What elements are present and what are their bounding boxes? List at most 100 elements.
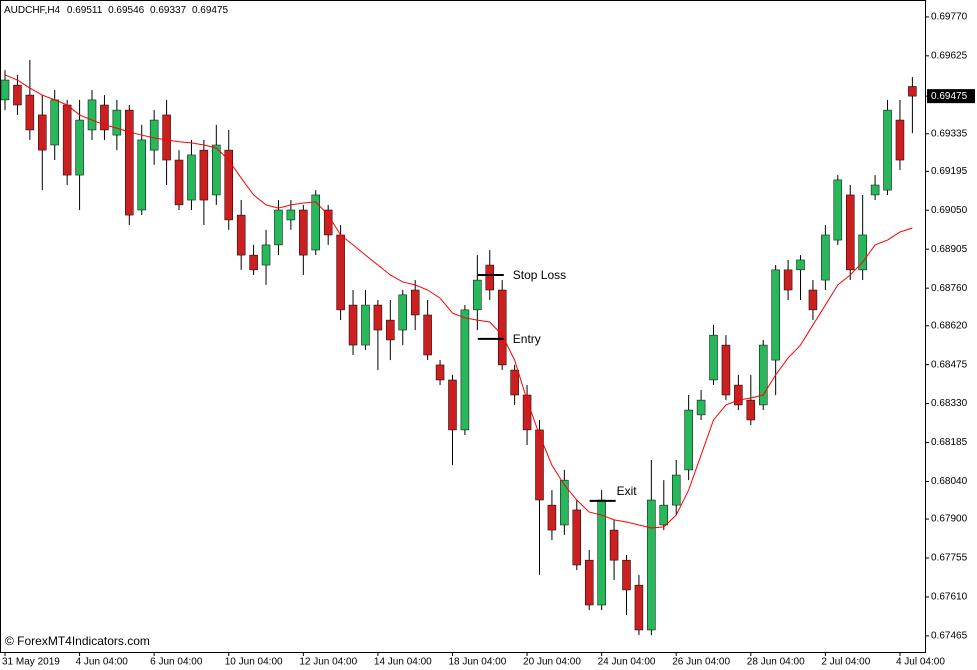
y-tick-label: 0.67610: [931, 592, 968, 603]
candle-body: [410, 289, 420, 316]
candle-body: [224, 149, 233, 221]
candle-body: [634, 584, 644, 631]
candle-body: [696, 399, 706, 416]
symbol: AUDCHF,H4: [4, 5, 61, 16]
y-tick-label: 0.68330: [931, 398, 968, 409]
candle-body: [771, 269, 780, 361]
candle-body: [510, 369, 519, 396]
candle-body: [311, 194, 320, 251]
candle-body: [323, 209, 333, 236]
x-tick-label: 12 Jun 04:00: [299, 657, 357, 668]
y-tick-label: 0.69475: [931, 91, 968, 102]
candle-body: [647, 499, 656, 631]
y-tick-label: 0.67900: [931, 514, 968, 525]
candle-body: [547, 504, 557, 531]
candle-body: [609, 529, 619, 561]
y-tick-label: 0.68475: [931, 359, 968, 370]
candle-body: [572, 509, 582, 566]
candle-body: [87, 99, 97, 131]
candle-body: [261, 244, 271, 266]
candle-body: [845, 194, 855, 271]
x-tick-label: 31 May 2019: [2, 657, 60, 668]
annotation-label: Stop Loss: [513, 268, 566, 282]
candle-body: [249, 254, 258, 271]
x-tick-label: 14 Jun 04:00: [374, 657, 432, 668]
x-tick-label: 10 Jun 04:00: [225, 657, 283, 668]
x-tick-label: 2 Jul 04:00: [821, 657, 870, 668]
candle-body: [162, 114, 171, 161]
candle-body: [174, 159, 184, 206]
candle-body: [348, 304, 358, 346]
candle-body: [535, 429, 544, 501]
candle-body: [883, 109, 892, 191]
candle-body: [671, 474, 681, 506]
y-tick-label: 0.68620: [931, 320, 968, 331]
y-tick-label: 0.67465: [931, 631, 968, 642]
candle-body: [473, 279, 482, 311]
candle-body: [149, 119, 159, 151]
x-tick-label: 24 Jun 04:00: [598, 657, 656, 668]
candle-body: [796, 259, 805, 271]
y-tick-label: 0.68905: [931, 244, 968, 255]
candle-body: [584, 559, 594, 606]
candle-body: [62, 104, 72, 176]
candle-body: [100, 104, 109, 131]
candle-body: [361, 304, 370, 346]
candle-body: [721, 344, 731, 396]
y-tick-label: 0.69625: [931, 50, 968, 61]
candle-body: [709, 334, 718, 381]
candle-body: [460, 309, 470, 431]
y-tick-label: 0.69050: [931, 205, 968, 216]
candle-body: [112, 109, 122, 136]
candle-body: [13, 84, 22, 106]
x-tick-label: 18 Jun 04:00: [448, 657, 506, 668]
candle-body: [137, 139, 146, 211]
y-tick-label: 0.69770: [931, 12, 968, 23]
candle-body: [398, 294, 408, 331]
candle-body: [386, 319, 395, 341]
candle-body: [821, 234, 830, 281]
candle-body: [659, 504, 669, 526]
y-tick-label: 0.69195: [931, 166, 968, 177]
candle-body: [808, 289, 818, 311]
candle-body: [187, 154, 196, 201]
candle-body: [622, 559, 631, 591]
candle-body: [734, 384, 743, 406]
x-tick-label: 4 Jun 04:00: [76, 657, 129, 668]
x-tick-label: 26 Jun 04:00: [672, 657, 730, 668]
candle-body: [423, 314, 432, 356]
y-tick-label: 0.69335: [931, 128, 968, 139]
candle-body: [212, 144, 221, 196]
y-tick-label: 0.68760: [931, 283, 968, 294]
x-tick-label: 28 Jun 04:00: [747, 657, 805, 668]
candle-body: [274, 209, 283, 246]
candle-body: [870, 184, 880, 196]
header-open: 0.69511: [67, 5, 103, 16]
watermark: © ForexMT4Indicators.com: [5, 634, 150, 648]
candle-body: [858, 234, 867, 271]
candle-body: [908, 86, 917, 97]
x-tick-label: 20 Jun 04:00: [523, 657, 581, 668]
y-tick-label: 0.68040: [931, 476, 968, 487]
candle-body: [684, 409, 693, 471]
candle-body: [895, 119, 905, 161]
candle-body: [758, 344, 768, 406]
last-price-box: [927, 89, 975, 104]
candle-body: [299, 209, 308, 256]
candle-body: [435, 364, 445, 381]
candle-body: [125, 109, 134, 216]
candle-body: [75, 119, 84, 176]
header-high: 0.69546: [108, 5, 145, 16]
annotation-label: Exit: [617, 484, 638, 498]
candle-body: [25, 94, 35, 131]
moving-average: [4, 74, 913, 529]
candle-body: [236, 214, 246, 256]
y-tick-label: 0.68185: [931, 437, 968, 448]
candle-body: [38, 114, 47, 151]
candle-body: [783, 269, 793, 291]
header-low: 0.69337: [150, 5, 187, 16]
candle-body: [199, 149, 209, 201]
annotation-label: Entry: [513, 332, 541, 346]
